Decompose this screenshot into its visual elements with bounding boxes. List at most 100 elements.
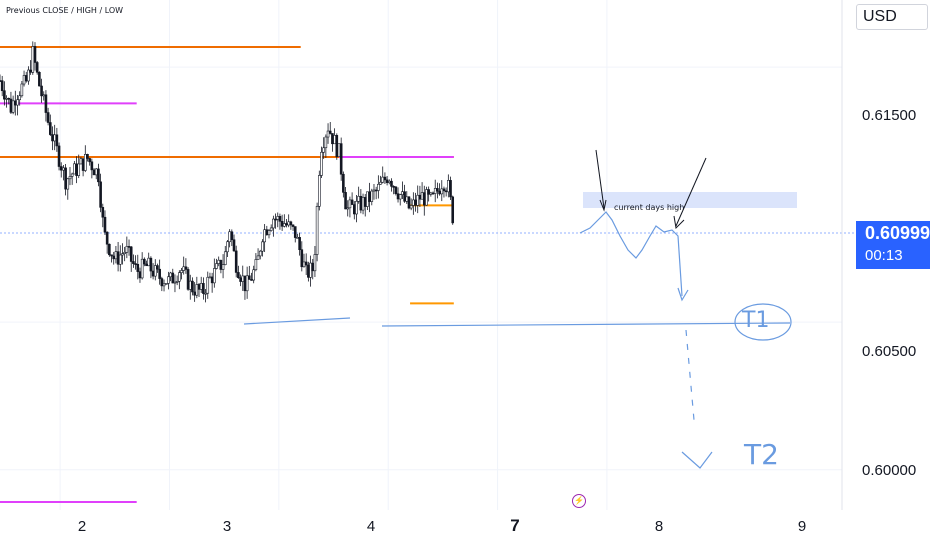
candle-body	[385, 179, 389, 183]
candle-body	[392, 186, 395, 188]
t1-circle	[734, 303, 792, 341]
price-label: 0.60000	[862, 462, 917, 479]
candle-body	[20, 83, 24, 97]
last-price-badge: 0.60999 00:13	[856, 221, 930, 269]
candle-body	[0, 80, 2, 82]
candle-body	[116, 251, 120, 265]
candle-body	[64, 167, 67, 190]
candle-body	[416, 194, 420, 206]
current-days-high-note[interactable]: current days high	[614, 203, 685, 212]
candle-body	[261, 241, 264, 252]
candle-body	[132, 261, 135, 264]
projection-dashed	[685, 329, 695, 421]
candle-body	[440, 188, 444, 195]
candle-body	[46, 112, 50, 123]
candle-body	[217, 259, 221, 264]
candle-body	[331, 133, 334, 145]
candle-body	[193, 291, 196, 296]
candle-body	[51, 134, 54, 142]
candle-body	[425, 189, 428, 206]
candle-body	[162, 283, 166, 287]
candle-body	[99, 181, 102, 208]
candle-body	[7, 98, 11, 100]
candle-body	[31, 46, 35, 73]
candle-body	[427, 189, 430, 195]
indicator-title[interactable]: Previous CLOSE / HIGH / LOW	[6, 6, 124, 15]
candle-body	[285, 223, 288, 226]
candle-body	[149, 257, 153, 272]
candle-body	[387, 180, 391, 183]
candle-body	[444, 190, 448, 193]
candle-body	[136, 263, 140, 272]
candle-body	[59, 166, 63, 171]
candle-body	[298, 237, 301, 250]
candle-body	[352, 204, 356, 215]
candle-body	[326, 130, 330, 138]
candle-body	[22, 75, 26, 85]
candle-body	[394, 186, 398, 194]
candle-body	[422, 192, 426, 206]
candle-body	[24, 75, 28, 82]
candle-body	[77, 163, 81, 176]
candle-body	[175, 280, 179, 283]
candle-body	[287, 221, 290, 226]
candle-body	[167, 276, 170, 284]
candle-body	[112, 255, 116, 260]
candle-body	[372, 189, 376, 192]
candle-body	[333, 135, 336, 145]
candle-body	[44, 94, 48, 113]
t2-arrow-head	[681, 451, 713, 469]
candle-body	[219, 259, 223, 270]
candle-body	[191, 280, 194, 293]
candle-body	[381, 176, 385, 183]
lightning-icon[interactable]: ⚡	[572, 494, 586, 508]
candle-body	[234, 250, 238, 273]
target-1-label: T1	[742, 308, 770, 333]
candle-body	[339, 143, 343, 175]
candle-body	[252, 269, 255, 281]
candle-body	[300, 249, 304, 268]
candle-body	[27, 69, 30, 82]
currency-selector[interactable]: USD	[856, 4, 928, 30]
bar-countdown: 00:13	[865, 247, 903, 264]
candle-body	[280, 221, 284, 227]
candle-body	[223, 251, 227, 265]
candle-body	[123, 251, 126, 254]
candle-body	[228, 231, 231, 243]
candle-body	[101, 207, 105, 218]
candle-body	[180, 270, 183, 273]
candle-body	[436, 188, 439, 192]
candle-body	[202, 283, 205, 294]
candle-body	[241, 275, 245, 282]
candle-body	[226, 241, 229, 253]
time-label: 8	[654, 518, 664, 535]
candle-body	[108, 243, 111, 256]
candle-body	[230, 231, 234, 241]
candle-body	[3, 90, 6, 100]
candle-body	[348, 199, 352, 209]
candle-body	[86, 154, 89, 159]
candle-body	[73, 163, 76, 175]
candle-body	[429, 192, 433, 195]
candle-body	[5, 98, 8, 100]
candle-body	[11, 100, 15, 113]
candle-body	[335, 135, 339, 157]
candle-body	[267, 230, 271, 236]
candle-body	[121, 253, 124, 256]
pointer-arrow-2	[675, 157, 707, 227]
time-label-highlighted: 7	[510, 516, 520, 535]
projection-path	[579, 211, 683, 297]
candle-body	[346, 207, 350, 210]
candle-body	[276, 216, 280, 220]
candle-body	[283, 223, 286, 227]
candle-body	[206, 276, 210, 294]
candle-body	[138, 271, 142, 279]
time-label: 2	[77, 518, 87, 535]
candle-body	[263, 229, 266, 243]
candle-body	[55, 134, 59, 147]
candle-body	[433, 188, 437, 194]
candle-body	[199, 283, 203, 290]
candle-body	[407, 196, 411, 209]
candle-body	[49, 122, 52, 135]
